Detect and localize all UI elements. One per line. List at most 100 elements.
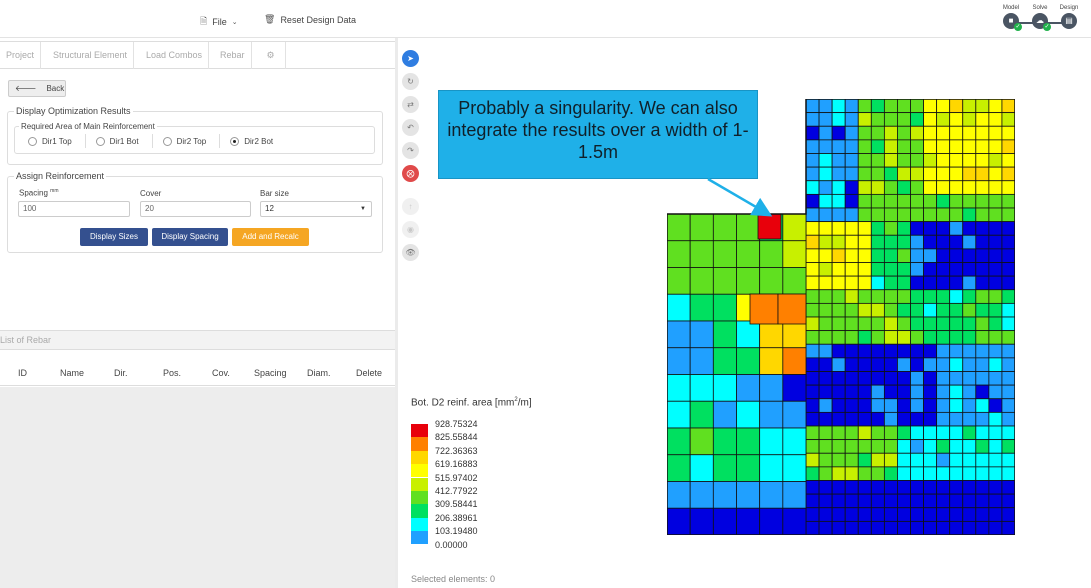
mesh-element[interactable] xyxy=(844,99,859,114)
mesh-element[interactable] xyxy=(936,330,951,345)
mesh-element[interactable] xyxy=(831,234,846,250)
mesh-element[interactable] xyxy=(883,112,898,127)
mesh-element[interactable] xyxy=(818,302,833,318)
mesh-element[interactable] xyxy=(712,267,737,295)
mesh-element[interactable] xyxy=(805,398,820,413)
mesh-element[interactable] xyxy=(782,427,807,456)
mesh-element[interactable] xyxy=(1001,316,1015,332)
mesh-element[interactable] xyxy=(1001,180,1015,195)
mesh-element[interactable] xyxy=(962,112,977,127)
mesh-element[interactable] xyxy=(1001,125,1015,141)
mesh-element[interactable] xyxy=(883,275,898,291)
mesh-element[interactable] xyxy=(923,411,938,427)
mesh-element[interactable] xyxy=(988,384,1003,400)
mesh-element[interactable] xyxy=(844,357,859,372)
mesh-element[interactable] xyxy=(1001,466,1015,481)
mesh-element[interactable] xyxy=(975,180,990,195)
mesh-element[interactable] xyxy=(962,99,977,114)
mesh-element[interactable] xyxy=(936,125,951,141)
mesh-element[interactable] xyxy=(782,400,807,429)
mesh-element[interactable] xyxy=(923,221,938,236)
mesh-element[interactable] xyxy=(736,347,761,375)
mesh-element[interactable] xyxy=(844,153,859,168)
mesh-element[interactable] xyxy=(870,411,885,427)
mesh-element[interactable] xyxy=(988,493,1003,509)
mesh-element[interactable] xyxy=(975,357,990,372)
mesh-element[interactable] xyxy=(844,411,859,427)
mesh-element[interactable] xyxy=(936,316,951,332)
mesh-element[interactable] xyxy=(805,275,820,291)
mesh-element[interactable] xyxy=(782,240,807,268)
mesh-element[interactable] xyxy=(805,302,820,318)
mesh-element[interactable] xyxy=(1001,493,1015,509)
mesh-element[interactable] xyxy=(949,439,964,454)
mesh-element[interactable] xyxy=(782,320,807,349)
mesh-element[interactable] xyxy=(667,320,691,349)
mesh-element[interactable] xyxy=(818,221,833,236)
mesh-element[interactable] xyxy=(936,466,951,481)
mesh-element[interactable] xyxy=(844,343,859,359)
mesh-element[interactable] xyxy=(870,398,885,413)
mesh-element[interactable] xyxy=(910,343,924,359)
mesh-element[interactable] xyxy=(818,153,833,168)
mesh-element[interactable] xyxy=(805,234,820,250)
mesh-element[interactable] xyxy=(844,248,859,263)
mesh-element[interactable] xyxy=(962,343,977,359)
mesh-element[interactable] xyxy=(923,125,938,141)
mesh-element[interactable] xyxy=(844,425,859,441)
mesh-element[interactable] xyxy=(883,234,898,250)
mesh-element[interactable] xyxy=(857,248,872,263)
mesh-element[interactable] xyxy=(818,398,833,413)
mesh-element[interactable] xyxy=(1001,248,1015,263)
mesh-element[interactable] xyxy=(883,180,898,195)
mesh-element[interactable] xyxy=(897,493,911,509)
redo-icon[interactable]: ↷ xyxy=(402,142,419,159)
mesh-element[interactable] xyxy=(759,374,784,402)
mesh-element[interactable] xyxy=(870,112,885,127)
mesh-element[interactable] xyxy=(831,248,846,263)
mesh-element[interactable] xyxy=(923,180,938,195)
mesh-element[interactable] xyxy=(897,398,911,413)
mesh-element[interactable] xyxy=(988,139,1003,154)
mesh-element[interactable] xyxy=(988,371,1003,386)
mesh-element[interactable] xyxy=(857,398,872,413)
mesh-element[interactable] xyxy=(923,262,938,277)
mesh-element[interactable] xyxy=(831,180,846,195)
mesh-element[interactable] xyxy=(1001,112,1015,127)
mesh-element[interactable] xyxy=(870,193,885,209)
mesh-element[interactable] xyxy=(897,480,911,495)
mesh-element[interactable] xyxy=(870,166,885,182)
mesh-element[interactable] xyxy=(949,480,964,495)
mesh-element[interactable] xyxy=(988,520,1003,535)
mesh-element[interactable] xyxy=(844,221,859,236)
mesh-element[interactable] xyxy=(805,221,820,236)
mesh-element[interactable] xyxy=(910,520,924,535)
mesh-element[interactable] xyxy=(936,480,951,495)
mesh-element[interactable] xyxy=(883,289,898,304)
mesh-element[interactable] xyxy=(949,466,964,481)
mesh-element[interactable] xyxy=(1001,289,1015,304)
mesh-element[interactable] xyxy=(712,347,737,375)
mesh-element[interactable] xyxy=(782,454,807,482)
mesh-element[interactable] xyxy=(777,293,807,325)
mesh-element[interactable] xyxy=(988,343,1003,359)
mesh-element[interactable] xyxy=(923,234,938,250)
mesh-element[interactable] xyxy=(1001,234,1015,250)
mesh-element[interactable] xyxy=(857,275,872,291)
mesh-element[interactable] xyxy=(936,343,951,359)
mesh-element[interactable] xyxy=(844,139,859,154)
mesh-element[interactable] xyxy=(805,330,820,345)
mesh-element[interactable] xyxy=(910,466,924,481)
mesh-element[interactable] xyxy=(712,400,737,429)
radio-dir2-bot[interactable]: Dir2 Bot xyxy=(230,134,286,148)
mesh-element[interactable] xyxy=(936,452,951,468)
mesh-element[interactable] xyxy=(897,452,911,468)
mesh-element[interactable] xyxy=(975,520,990,535)
mesh-element[interactable] xyxy=(949,371,964,386)
mesh-element[interactable] xyxy=(857,166,872,182)
radio-dir1-bot[interactable]: Dir1 Bot xyxy=(95,134,153,148)
mesh-element[interactable] xyxy=(897,262,911,277)
mesh-element[interactable] xyxy=(667,507,691,535)
mesh-element[interactable] xyxy=(857,180,872,195)
mesh-element[interactable] xyxy=(1001,221,1015,236)
